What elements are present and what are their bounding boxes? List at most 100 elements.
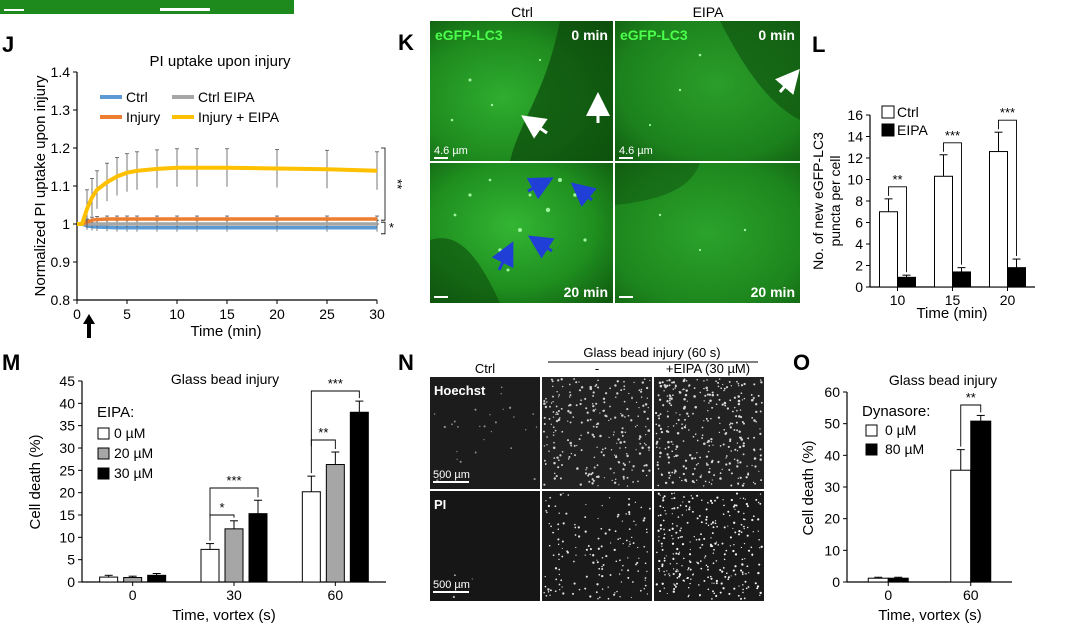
panel-n-nucleus-dot	[751, 553, 754, 556]
panel-n-nucleus-dot	[596, 464, 599, 467]
panel-n-nucleus-dot	[658, 590, 662, 593]
panel-n-row-pi: PI	[434, 497, 446, 512]
panel-n-nucleus-dot	[708, 481, 711, 484]
panel-n-nucleus-dot	[618, 573, 621, 575]
chartL-bar	[1007, 267, 1026, 288]
panel-n-nucleus-dot	[710, 537, 712, 539]
panel-n-eipa-pi	[654, 491, 764, 601]
panel-n-nucleus-dot	[608, 419, 610, 422]
panel-n-nucleus-dot	[489, 414, 491, 416]
panel-n-nucleus-dot	[567, 458, 570, 460]
panel-n-nucleus-dot	[592, 554, 595, 557]
panel-n-nucleus-dot	[736, 380, 738, 383]
panel-n-nucleus-dot	[474, 408, 477, 411]
panel-n-nucleus-dot	[639, 589, 642, 592]
panel-n-nucleus-dot	[739, 497, 741, 499]
panel-n-nucleus-dot	[711, 391, 714, 394]
panel-k-arrow-blue-2	[570, 182, 597, 207]
panel-n-nucleus-dot	[671, 492, 673, 495]
panel-n-nucleus-dot	[660, 473, 664, 476]
panel-n-nucleus-dot	[574, 526, 577, 529]
panel-n-nucleus-dot	[628, 392, 630, 395]
panel-n-nucleus-dot	[712, 521, 715, 524]
panel-n-nucleus-dot	[604, 414, 607, 417]
panel-n-nucleus-dot	[552, 416, 555, 418]
chartM-bar	[123, 577, 143, 583]
panel-n-nucleus-dot	[698, 538, 701, 541]
panel-n-nucleus-dot	[735, 504, 738, 507]
panel-n-nucleus-dot	[635, 524, 637, 526]
panel-n-nucleus-dot	[623, 440, 626, 444]
panel-n-nucleus-dot	[737, 399, 741, 403]
panel-n-nucleus-dot	[689, 582, 691, 585]
panel-n-nucleus-dot	[596, 583, 599, 586]
panel-n-nucleus-dot	[561, 586, 563, 588]
panel-n-nucleus-dot	[456, 458, 458, 460]
panel-n-nucleus-dot	[580, 386, 584, 389]
panel-n-nucleus-dot	[621, 414, 624, 417]
panel-n-nucleus-dot	[704, 557, 706, 559]
panel-n-scalebar-1	[433, 481, 469, 483]
panel-n-nucleus-dot	[730, 472, 733, 475]
panel-n-nucleus-dot	[724, 432, 727, 436]
panel-n-nucleus-dot	[658, 415, 660, 417]
panel-n-nucleus-dot	[576, 444, 578, 447]
chart-m-legend-label: 30 µM	[114, 465, 153, 481]
chart-j-sig-bracket	[381, 147, 386, 221]
panel-n-nucleus-dot	[759, 432, 762, 436]
panel-n-nucleus-dot	[759, 410, 762, 413]
panel-n-nucleus-dot	[622, 542, 624, 545]
panel-n-nucleus-dot	[556, 456, 559, 459]
panel-n-nucleus-dot	[690, 495, 692, 497]
panel-n-nucleus-dot	[632, 581, 634, 583]
panel-n-nucleus-dot	[602, 397, 606, 400]
panel-n-nucleus-dot	[555, 413, 557, 416]
panel-n-nucleus-dot	[585, 548, 588, 551]
panel-n-nucleus-dot	[679, 476, 681, 479]
panel-n-nucleus-dot	[549, 405, 551, 408]
panel-n-nucleus-dot	[609, 387, 611, 390]
chart-o-title: Glass bead injury	[889, 372, 997, 388]
panel-n-nucleus-dot	[671, 507, 673, 510]
panel-n-nucleus-dot	[689, 454, 692, 457]
panel-n-nucleus-dot	[685, 467, 688, 470]
panel-n-nucleus-dot	[614, 530, 617, 533]
panel-n-nucleus-dot	[759, 547, 761, 549]
panel-n-nucleus-dot	[646, 551, 648, 553]
panel-n-nucleus-dot	[739, 476, 742, 479]
panel-n-nucleus-dot	[738, 445, 742, 449]
chartL-ytick-label: 6	[855, 215, 863, 231]
panel-n-nucleus-dot	[636, 561, 639, 564]
panel-n-nucleus-dot	[663, 533, 666, 536]
panel-n-nucleus-dot	[661, 582, 664, 585]
chartL-bar	[989, 151, 1008, 288]
panel-n-nucleus-dot	[639, 442, 642, 445]
panel-n-nucleus-dot	[592, 404, 595, 408]
top-strip-scalebar-1	[4, 9, 24, 11]
panel-n-nucleus-dot	[670, 440, 673, 443]
panel-n-nucleus-dot	[753, 457, 757, 460]
panel-n-nucleus-dot	[687, 415, 690, 418]
panel-n-nucleus-dot	[610, 448, 613, 451]
panel-n-nucleus-dot	[616, 590, 618, 593]
panel-n-nucleus-dot	[547, 588, 550, 591]
panel-n-nucleus-dot	[553, 457, 556, 459]
panel-n-nucleus-dot	[667, 410, 669, 413]
panel-n-nucleus-dot	[699, 456, 701, 459]
panel-k-scale-text-ctrl: 4.6 µm	[434, 145, 468, 157]
panel-n-nucleus-dot	[645, 443, 647, 446]
panel-n-nucleus-dot	[707, 410, 709, 412]
panel-n-nucleus-dot	[723, 504, 725, 507]
panel-n-nucleus-dot	[599, 412, 601, 414]
panel-n-nucleus-dot	[569, 421, 572, 424]
panel-n-nucleus-dot	[714, 542, 717, 545]
chartM-bar	[325, 464, 345, 583]
panel-n-nucleus-dot	[584, 530, 587, 533]
panel-n-nucleus-dot	[673, 507, 676, 510]
panel-n-nucleus-dot	[644, 403, 648, 406]
panel-n-nucleus-dot	[613, 431, 615, 433]
panel-n-nucleus-dot	[554, 590, 557, 593]
panel-n-nucleus-dot	[543, 591, 545, 594]
panel-n-nucleus-dot	[570, 452, 573, 455]
panel-n-nucleus-dot	[671, 542, 675, 545]
